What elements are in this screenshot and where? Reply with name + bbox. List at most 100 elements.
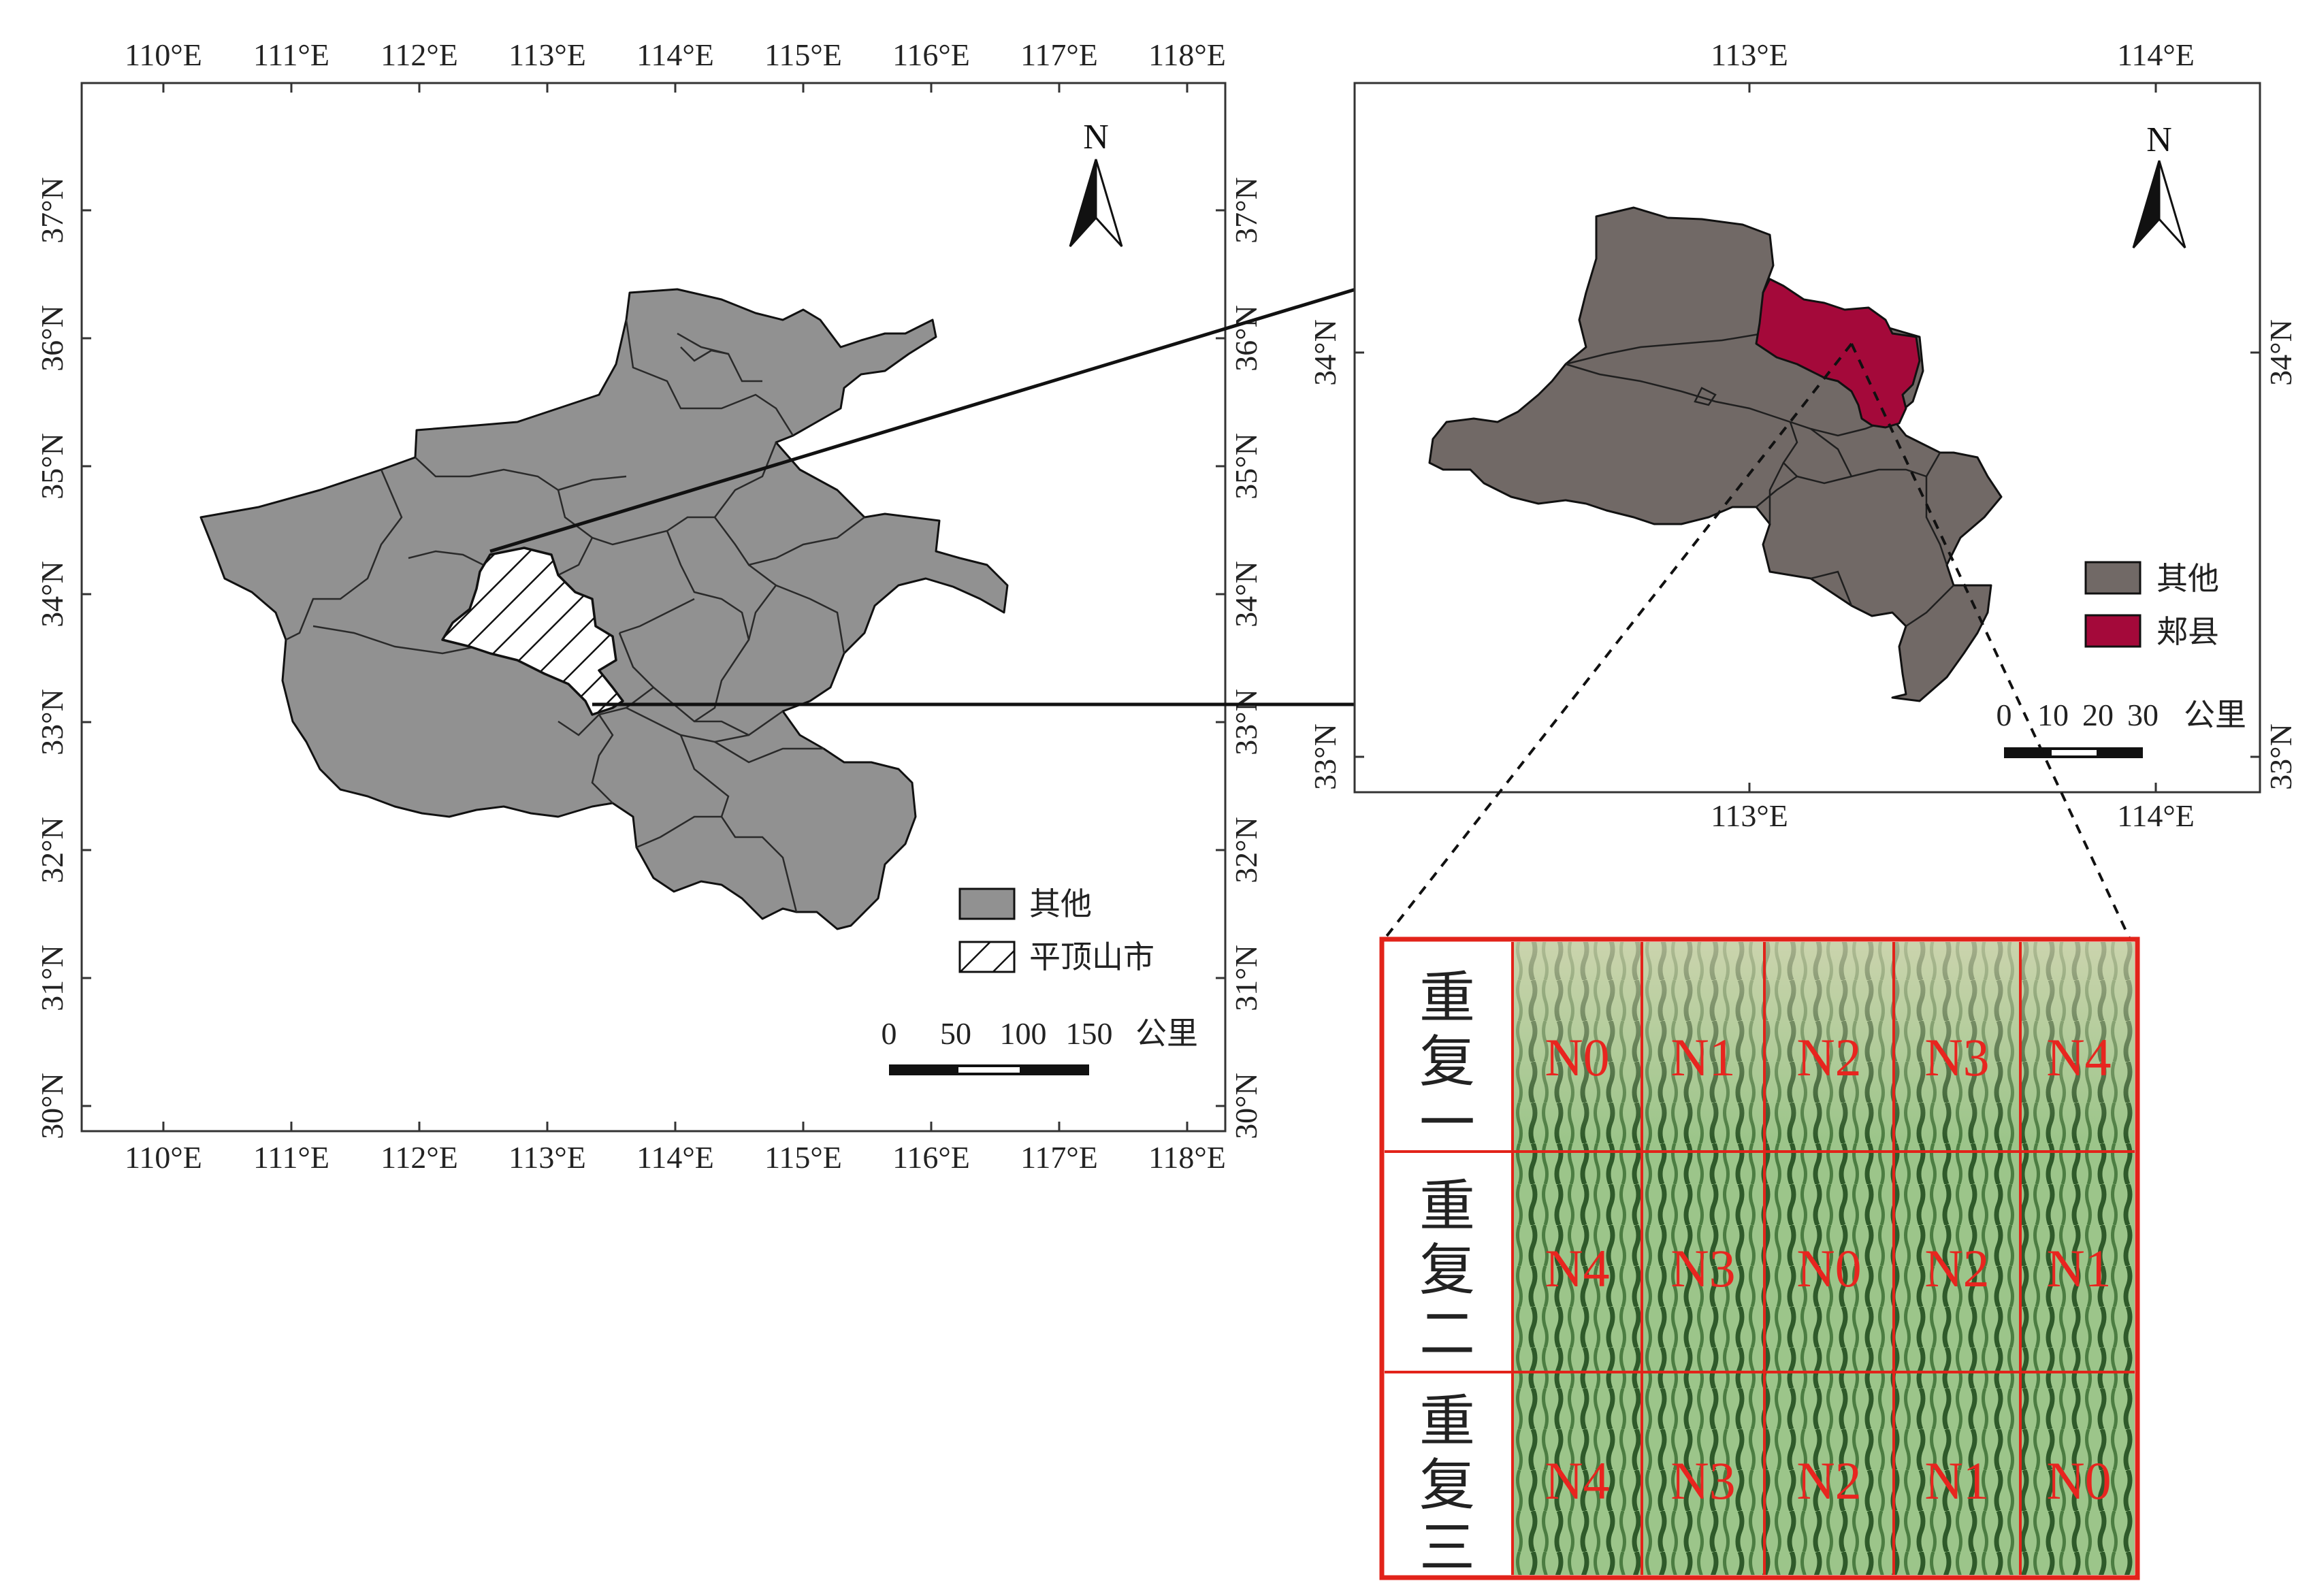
lon-label: 113°E	[1711, 798, 1788, 833]
lon-label: 112°E	[381, 37, 458, 72]
lat-label: 33°N	[1308, 723, 1342, 790]
scale-unit: 公里	[2184, 696, 2246, 733]
lat-label: 36°N	[1229, 305, 1263, 372]
plot-label: N4	[2046, 1028, 2111, 1087]
lat-label: 33°N	[1229, 689, 1263, 755]
scale-tick: 20	[2082, 698, 2114, 732]
scale-tick: 100	[1000, 1016, 1047, 1051]
scale-unit: 公里	[1135, 1015, 1198, 1052]
right-lon-labels: 113°E 114°E 113°E 114°E	[1711, 37, 2195, 833]
right-scale-bar: 0 10 20 30 公里	[1997, 696, 2246, 758]
lon-label: 113°E	[508, 1140, 586, 1175]
plot-label: N3	[1924, 1028, 1989, 1087]
plot-label: N4	[1545, 1451, 1609, 1510]
lat-label: 34°N	[35, 561, 69, 628]
county-boundaries	[1565, 312, 1954, 628]
lon-label: 116°E	[892, 1140, 970, 1175]
left-lat-labels-left: 30°N 31°N 32°N 33°N 34°N 35°N 36°N 37°N	[35, 177, 69, 1139]
replicate-3-char: 重	[1419, 1389, 1475, 1454]
lat-label: 34°N	[1308, 319, 1342, 386]
replicate-3-char: 复	[1419, 1453, 1475, 1518]
left-map-ticks	[82, 83, 1225, 1131]
replicate-2-char: 二	[1419, 1302, 1475, 1367]
left-top-lon-labels: 110°E 111°E 112°E 113°E 114°E 115°E 116°…	[125, 37, 1226, 72]
field-plot-panel: 重 复 一 重 复 二 重 复 三 N0 N1 N2 N3 N4 N4 N3 N…	[1379, 937, 2140, 1580]
left-legend: 其他 平顶山市	[958, 885, 1154, 975]
left-lat-labels-right: 30°N 31°N 32°N 33°N 34°N 35°N 36°N 37°N	[1229, 177, 1263, 1139]
lon-label: 110°E	[125, 37, 202, 72]
lat-label: 34°N	[1229, 561, 1263, 628]
lon-label: 113°E	[508, 37, 586, 72]
left-scale-bar: 0 50 100 150 公里	[882, 1015, 1198, 1075]
plot-label: N1	[1670, 1028, 1735, 1087]
replicate-labels: 重 复 一 重 复 二 重 复 三	[1419, 966, 1475, 1580]
left-north-arrow-icon: N	[1069, 118, 1123, 248]
replicate-2-char: 重	[1419, 1174, 1475, 1239]
plot-label: N2	[1924, 1239, 1989, 1298]
lon-label: 110°E	[125, 1140, 202, 1175]
legend-label-other: 其他	[2156, 560, 2219, 597]
lon-label: 112°E	[381, 1140, 458, 1175]
lat-label: 30°N	[1229, 1073, 1263, 1139]
right-map-ticks	[1355, 83, 2260, 792]
lon-label: 114°E	[2117, 37, 2195, 72]
plot-label: N3	[1670, 1451, 1735, 1510]
scale-tick: 0	[882, 1016, 897, 1051]
lon-label: 114°E	[2117, 798, 2195, 833]
legend-label-jiaxian: 郏县	[2156, 613, 2219, 650]
north-label: N	[1083, 118, 1109, 157]
lat-label: 34°N	[2263, 319, 2298, 386]
pingdingshan-region	[441, 547, 624, 716]
field-connector-lines	[1384, 342, 2131, 939]
prefecture-boundaries	[285, 319, 865, 913]
scale-tick: 30	[2127, 698, 2159, 732]
replicate-1-char: 重	[1419, 966, 1475, 1030]
lat-label: 35°N	[35, 433, 69, 500]
lon-label: 115°E	[764, 1140, 842, 1175]
scale-tick: 0	[1997, 698, 2012, 732]
plot-label: N4	[1545, 1239, 1609, 1298]
field-grid-lines	[1385, 942, 2135, 1575]
lon-label: 116°E	[892, 37, 970, 72]
scale-tick: 10	[2037, 698, 2069, 732]
lat-label: 35°N	[1229, 433, 1263, 500]
plot-label: N0	[1796, 1239, 1861, 1298]
scale-tick: 150	[1066, 1016, 1113, 1051]
lat-label: 32°N	[1229, 817, 1263, 883]
lat-label: 30°N	[35, 1073, 69, 1139]
scale-tick: 50	[940, 1016, 971, 1051]
lon-label: 117°E	[1020, 37, 1098, 72]
lat-label: 33°N	[35, 689, 69, 755]
right-legend: 其他 郏县	[2084, 560, 2219, 650]
lat-label: 31°N	[35, 945, 69, 1011]
legend-swatch-other	[2084, 561, 2142, 595]
replicate-2-char: 复	[1419, 1238, 1475, 1303]
plot-label: N1	[2046, 1239, 2111, 1298]
left-bottom-lon-labels: 110°E 111°E 112°E 113°E 114°E 115°E 116°…	[125, 1140, 1226, 1175]
legend-label-other: 其他	[1029, 885, 1092, 922]
lon-label: 111°E	[253, 37, 329, 72]
lon-label: 118°E	[1148, 1140, 1226, 1175]
lat-label: 31°N	[1229, 945, 1263, 1011]
lat-label: 37°N	[35, 177, 69, 244]
treatment-labels: N0 N1 N2 N3 N4 N4 N3 N0 N2 N1 N4 N3 N2 N…	[1545, 1028, 2111, 1510]
lat-label: 37°N	[1229, 177, 1263, 244]
plot-label: N0	[2046, 1451, 2111, 1510]
lon-label: 117°E	[1020, 1140, 1098, 1175]
lon-label: 111°E	[253, 1140, 329, 1175]
legend-swatch-pingdingshan	[958, 941, 1016, 973]
legend-swatch-jiaxian	[2084, 614, 2142, 648]
lat-label: 32°N	[35, 817, 69, 883]
plot-label: N2	[1796, 1451, 1861, 1510]
lat-label: 33°N	[2263, 723, 2298, 790]
lat-label: 36°N	[35, 305, 69, 372]
lon-label: 118°E	[1148, 37, 1226, 72]
left-map: 110°E 111°E 112°E 113°E 114°E 115°E 116°…	[35, 37, 1263, 1175]
plot-label: N0	[1545, 1028, 1609, 1087]
legend-label-pingdingshan: 平顶山市	[1029, 939, 1154, 975]
lon-label: 114°E	[636, 1140, 714, 1175]
henan-province-shape	[199, 288, 1009, 930]
replicate-3-char: 三	[1419, 1516, 1475, 1580]
north-label: N	[2146, 120, 2172, 159]
